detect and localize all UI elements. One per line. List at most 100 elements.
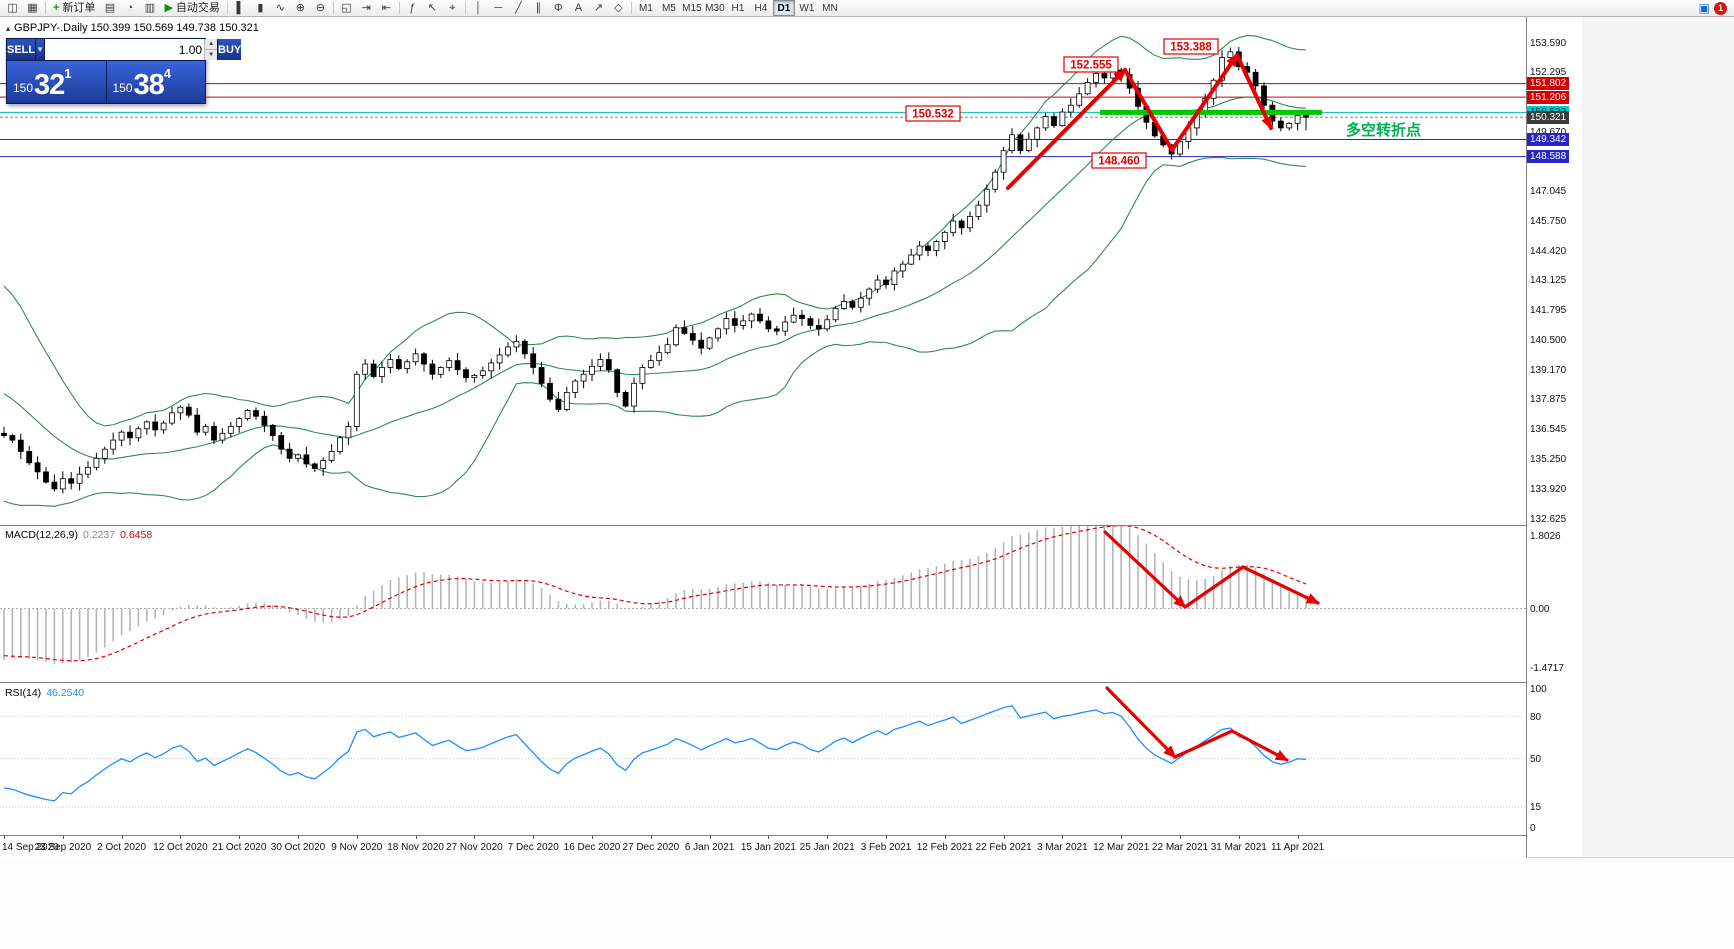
- strategy-tester-icon[interactable]: ◔: [126, 1, 134, 14]
- time-axis-label: 23 Sep 2020: [34, 842, 92, 853]
- macd-value-main: 0.2237: [82, 529, 116, 541]
- candlestick-chart-icon[interactable]: ▮: [257, 1, 264, 14]
- candle: [101, 446, 108, 464]
- rsi-axis-label: 15: [1530, 802, 1542, 814]
- timeframe-mn[interactable]: MN: [822, 2, 838, 14]
- candle: [202, 423, 209, 436]
- toolbar-separator: [630, 2, 632, 14]
- candle: [412, 348, 419, 366]
- bar-chart-icon[interactable]: ▌: [236, 1, 245, 14]
- price-tag[interactable]: 148.460: [1091, 152, 1147, 169]
- panel-separator[interactable]: [0, 525, 1581, 526]
- candle: [353, 371, 360, 432]
- shapes-icon[interactable]: ◇: [614, 1, 623, 14]
- market-watch-icon[interactable]: ▤: [104, 1, 116, 14]
- macd-histogram: [3, 526, 1307, 664]
- channel-icon[interactable]: ∥: [535, 1, 542, 14]
- candle: [765, 316, 772, 332]
- chart-window-icon[interactable]: ◫: [7, 1, 18, 14]
- support-line-segment[interactable]: [1100, 109, 1322, 115]
- price-tag[interactable]: 150.532: [905, 105, 961, 122]
- autotrade-button[interactable]: ▶ 自动交易: [160, 1, 223, 16]
- crosshair-icon[interactable]: ⌖: [449, 1, 456, 14]
- candle: [782, 315, 789, 337]
- timeframe-d1[interactable]: D1: [772, 0, 795, 16]
- volume-field: ▲ ▼: [45, 39, 219, 60]
- candle: [404, 359, 411, 374]
- cursor-icon[interactable]: ↖: [427, 1, 438, 14]
- price-axis-label: 152.295: [1530, 66, 1567, 78]
- indicators-icon[interactable]: ƒ: [409, 1, 416, 14]
- timeframe-m15[interactable]: M15: [682, 2, 702, 14]
- zoom-in-icon[interactable]: ⊕: [295, 1, 306, 14]
- volume-up-icon[interactable]: ▲: [205, 39, 218, 50]
- rsi-panel[interactable]: [0, 683, 1526, 835]
- notification-badge[interactable]: 1: [1714, 1, 1727, 15]
- horizontal-line-icon[interactable]: ─: [494, 1, 503, 14]
- community-icon[interactable]: ▣: [1698, 1, 1710, 15]
- bottom-strip: [0, 857, 1734, 949]
- auto-scroll-icon[interactable]: ⇥: [361, 1, 372, 14]
- tile-windows-icon[interactable]: ▦: [27, 1, 38, 14]
- chart-shift-icon[interactable]: ⇤: [381, 1, 392, 14]
- tile-charts-icon[interactable]: ◱: [341, 1, 352, 14]
- candle: [1, 426, 7, 438]
- vertical-line-icon[interactable]: │: [474, 1, 482, 14]
- timeframe-h1[interactable]: H1: [731, 2, 745, 14]
- candle: [219, 428, 226, 444]
- candle: [1051, 112, 1057, 129]
- line-chart-icon[interactable]: ∿: [275, 1, 286, 14]
- candle: [160, 420, 167, 434]
- time-axis-label: 27 Nov 2020: [446, 842, 503, 853]
- candle: [1017, 133, 1024, 155]
- price-tag[interactable]: 153.388: [1163, 38, 1219, 55]
- rsi-line: [3, 704, 1307, 802]
- price-level-label: 151.206: [1527, 90, 1570, 104]
- candle: [673, 324, 679, 347]
- trendline-icon[interactable]: ╱: [515, 1, 522, 14]
- text-label-icon[interactable]: A: [574, 1, 583, 14]
- buy-price[interactable]: 150 38 4: [106, 61, 205, 103]
- timeframe-m5[interactable]: M5: [661, 2, 676, 14]
- fibonacci-icon[interactable]: Φ: [554, 1, 563, 14]
- timeframe-h4[interactable]: H4: [754, 2, 768, 14]
- price-axis[interactable]: 153.590 152.295 149.670 147.045 145.750 144.4…: [1526, 17, 1582, 857]
- candle: [227, 422, 234, 438]
- candle: [916, 241, 923, 261]
- volume-input[interactable]: [45, 39, 205, 60]
- timeframe-w1[interactable]: W1: [799, 2, 815, 14]
- sell-price[interactable]: 150 32 1: [7, 61, 107, 103]
- new-order-button[interactable]: + 新订单: [49, 1, 99, 16]
- macd-panel[interactable]: [0, 526, 1526, 682]
- main-chart[interactable]: 152.555 153.388 150.532 148.460 多空转折点: [0, 17, 1526, 525]
- candle: [757, 307, 763, 324]
- timeframe-m30[interactable]: M30: [705, 2, 725, 14]
- toolbar-separator: [398, 2, 400, 14]
- time-axis-label: 31 Mar 2021: [1210, 842, 1267, 853]
- candle: [269, 423, 276, 441]
- bollinger-middle-line: [3, 96, 1307, 460]
- timeframe-m1[interactable]: M1: [638, 2, 653, 14]
- panel-separator[interactable]: [0, 682, 1581, 683]
- terminal-icon[interactable]: ▥: [144, 1, 156, 14]
- volume-down-icon[interactable]: ▼: [205, 50, 218, 60]
- buy-button[interactable]: BUY: [218, 39, 242, 60]
- candle: [1025, 132, 1032, 153]
- sell-button[interactable]: SELL: [7, 39, 37, 60]
- candle: [941, 230, 948, 250]
- time-axis-label: 3 Feb 2021: [860, 842, 912, 853]
- price-tag[interactable]: 152.555: [1063, 56, 1119, 73]
- time-axis[interactable]: 14 Sep 2020 23 Sep 2020 2 Oct 2020 12 Oct 2…: [0, 835, 1526, 858]
- arrow-object-icon[interactable]: ↗: [593, 1, 604, 14]
- zoom-out-icon[interactable]: ⊖: [315, 1, 326, 14]
- buy-price-pips: 38: [133, 69, 165, 101]
- candle: [631, 377, 637, 413]
- price-axis-label: 149.670: [1530, 127, 1566, 138]
- time-axis-tick: [827, 836, 829, 839]
- volume-dropdown-icon[interactable]: ▼: [36, 39, 46, 60]
- rsi-axis-label: 80: [1530, 711, 1542, 723]
- oneclick-collapse-icon[interactable]: ▴: [6, 23, 11, 33]
- macd-signal-line: [3, 526, 1307, 662]
- candle: [689, 326, 696, 345]
- macd-axis-label: 1.8026: [1530, 530, 1561, 542]
